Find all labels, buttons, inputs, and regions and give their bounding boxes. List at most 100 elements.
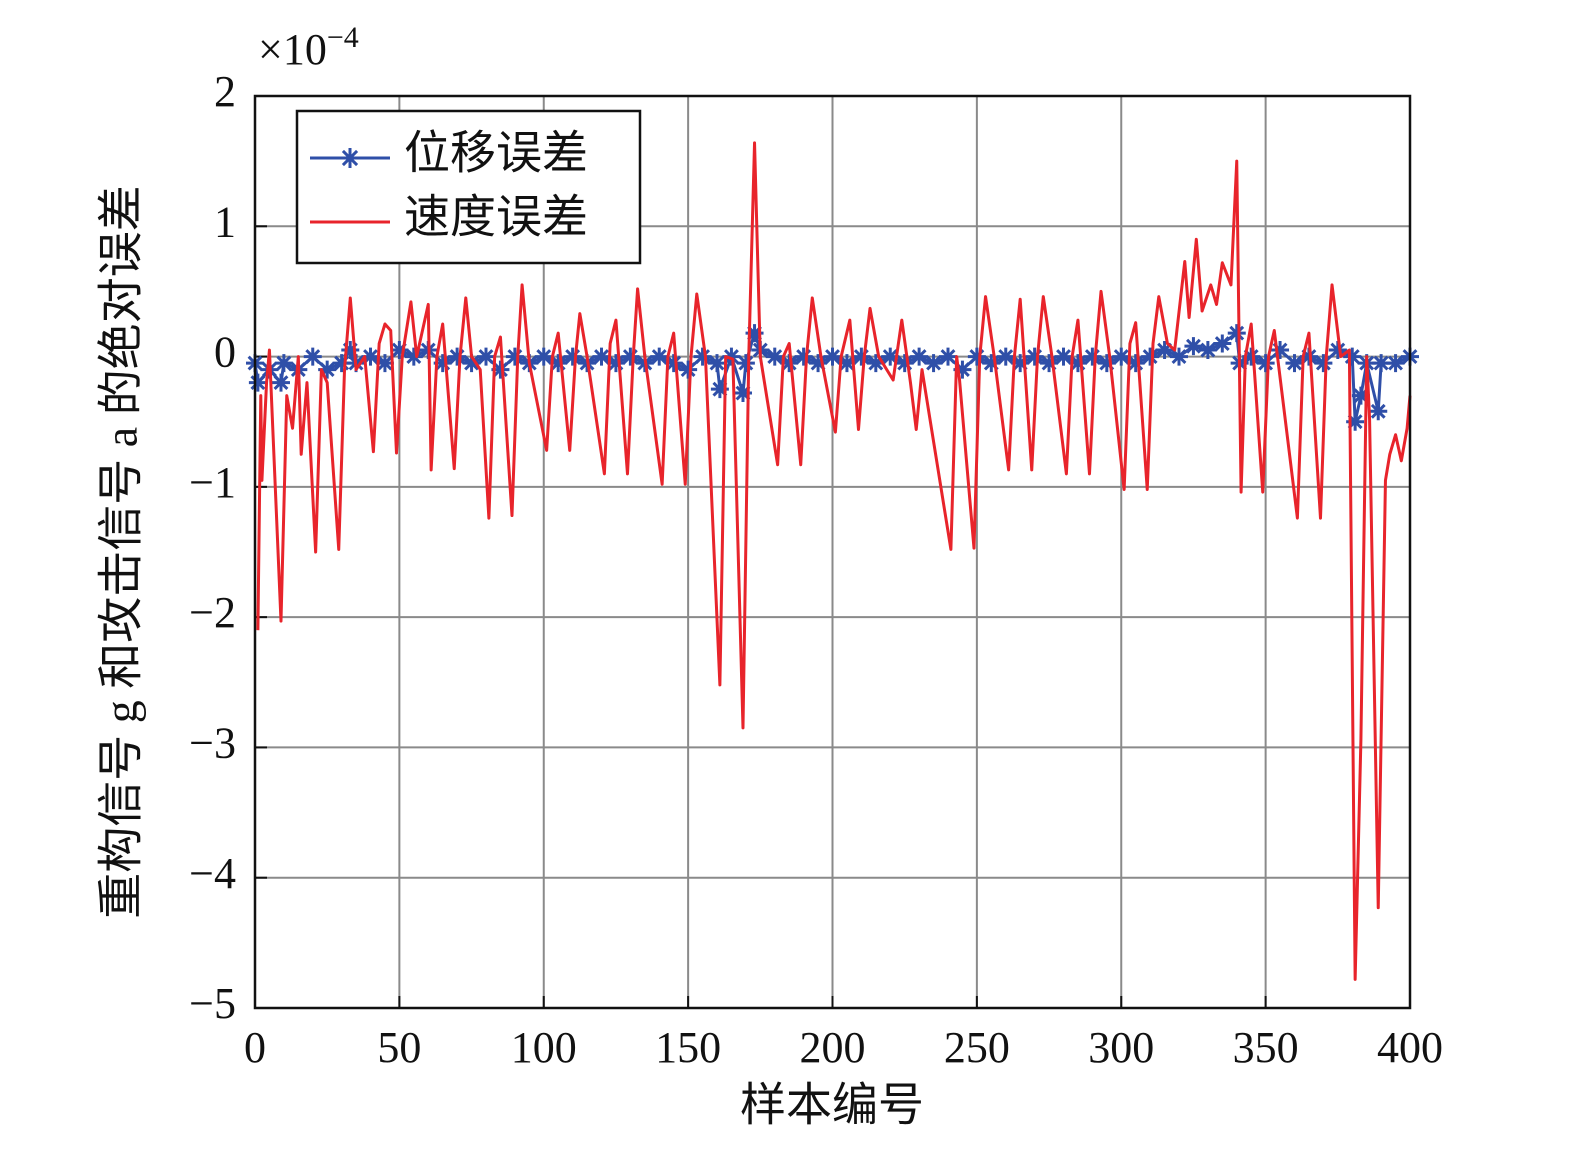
marker (274, 354, 293, 373)
y-tick-label: −3 (189, 719, 236, 768)
marker (563, 347, 582, 366)
marker (1227, 324, 1246, 343)
marker (794, 347, 813, 366)
marker (318, 360, 337, 379)
marker (1343, 347, 1362, 366)
marker (1170, 347, 1188, 366)
x-tick-label: 100 (511, 1023, 577, 1072)
marker (1372, 354, 1391, 373)
marker (448, 347, 467, 366)
x-tick-label: 400 (1377, 1023, 1443, 1072)
x-tick-label: 300 (1088, 1023, 1154, 1072)
y-scale-label: ×10−4 (258, 21, 359, 74)
legend-label: 速度误差 (404, 192, 588, 243)
y-tick-label: −1 (189, 458, 236, 507)
marker (679, 360, 698, 379)
marker (1242, 347, 1261, 366)
x-tick-label: 350 (1233, 1023, 1299, 1072)
marker (664, 354, 683, 373)
marker (1068, 354, 1087, 373)
marker (765, 347, 784, 366)
y-tick-label: −2 (189, 588, 236, 637)
x-tick-label: 150 (655, 1023, 721, 1072)
series-line (256, 141, 1412, 981)
marker (1328, 341, 1347, 360)
marker (780, 354, 799, 373)
marker (1346, 412, 1365, 431)
marker (910, 347, 929, 366)
marker (733, 384, 752, 403)
marker (248, 373, 267, 392)
marker (1184, 337, 1203, 356)
x-tick-label: 50 (377, 1023, 421, 1072)
marker (1155, 341, 1174, 360)
marker (924, 354, 943, 373)
marker (1351, 386, 1370, 405)
x-tick-label: 200 (800, 1023, 866, 1072)
marker (996, 347, 1015, 366)
y-scale-base: ×10 (258, 25, 327, 74)
y-tick-label: 1 (214, 197, 236, 246)
marker (837, 354, 856, 373)
marker (1040, 354, 1059, 373)
legend-label: 位移误差 (404, 128, 588, 179)
marker (1054, 347, 1073, 366)
marker (462, 354, 481, 373)
marker (895, 354, 914, 373)
marker (1386, 354, 1405, 373)
marker (1314, 354, 1333, 373)
marker (404, 347, 423, 366)
y-tick-label: −4 (189, 849, 236, 898)
marker (693, 347, 712, 366)
marker (361, 347, 380, 366)
marker (1097, 354, 1116, 373)
marker (650, 347, 669, 366)
marker (1198, 341, 1217, 360)
x-axis-label: 样本编号 (740, 1080, 924, 1131)
marker (1083, 347, 1102, 366)
marker (390, 341, 409, 360)
marker (722, 347, 741, 366)
marker (1285, 354, 1304, 373)
legend-marker (340, 148, 360, 168)
marker (953, 360, 972, 379)
marker (852, 347, 871, 366)
y-tick-label: 2 (214, 67, 236, 116)
y-axis-label: 重构信号 g 和攻击信号 a 的绝对误差 (96, 185, 147, 918)
marker (375, 354, 394, 373)
marker (477, 347, 495, 366)
marker (823, 347, 842, 366)
x-tick-label: 250 (944, 1023, 1010, 1072)
marker (1112, 347, 1131, 366)
marker (534, 347, 553, 366)
marker (866, 354, 885, 373)
y-tick-label: 0 (214, 328, 236, 377)
marker (592, 347, 611, 366)
plot-frame (253, 94, 1412, 1010)
marker (1141, 347, 1160, 366)
marker (271, 373, 290, 392)
legend-box (295, 109, 642, 265)
marker (710, 380, 729, 399)
marker (491, 360, 510, 379)
marker (549, 354, 568, 373)
marker (881, 347, 900, 366)
marker (708, 354, 726, 373)
y-scale-exponent: −4 (327, 21, 359, 54)
marker (303, 347, 322, 366)
marker (736, 354, 755, 373)
marker (1126, 354, 1145, 373)
marker (745, 324, 764, 343)
marker (1011, 354, 1030, 373)
marker (939, 347, 957, 366)
x-tick-label: 0 (244, 1023, 266, 1072)
y-tick-label: −5 (189, 979, 236, 1028)
marker (809, 354, 828, 373)
marker (1213, 334, 1232, 353)
marker (1369, 402, 1388, 421)
marker (1256, 354, 1275, 373)
marker (341, 341, 360, 360)
